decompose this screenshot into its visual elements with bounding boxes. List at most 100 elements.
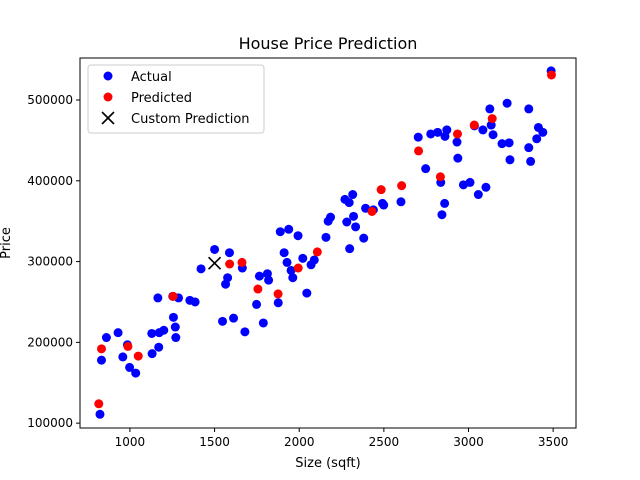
predicted-point [376,185,386,195]
actual-point [168,312,178,322]
x-marker-stroke [208,256,222,270]
y-tick-label: 500000 [27,93,73,107]
actual-point [396,197,406,207]
y-axis-ticks: 100000 200000 300000 400000 500000 [27,93,80,430]
custom-prediction-point [208,256,222,270]
actual-point [210,244,220,254]
actual-point [524,143,534,153]
legend-marker-actual [103,71,113,81]
x-axis-label: Size (sqft) [295,456,360,471]
actual-point [223,273,233,283]
predicted-point [487,114,497,124]
actual-point [252,299,262,309]
predicted-point [414,146,424,156]
actual-point [224,248,234,258]
actual-point [349,211,359,221]
actual-point [309,255,319,265]
legend-markers [101,71,115,125]
actual-point [453,153,463,163]
predicted-point [312,247,322,257]
actual-point [442,125,452,135]
actual-point [147,349,157,359]
actual-point [118,352,128,362]
predicted-point [469,120,479,130]
y-tick-label: 300000 [27,255,73,269]
x-tick-label: 2000 [284,435,315,449]
predicted-point [546,70,556,80]
actual-point [440,198,450,208]
actual-point [452,137,462,147]
actual-point [218,316,228,326]
predicted-point [225,259,235,269]
actual-point [344,198,354,208]
x-tick-label: 1000 [115,435,146,449]
legend-label-predicted: Predicted [131,91,192,106]
predicted-point [168,291,178,301]
actual-point [345,244,355,254]
actual-point [171,333,181,343]
actual-point [279,248,289,258]
actual-point [286,265,296,275]
x-tick-label: 2500 [369,435,400,449]
chart-title: House Price Prediction [239,34,418,53]
predicted-point [435,172,445,182]
legend: Actual Predicted Custom Prediction [87,64,265,134]
actual-point [153,293,163,303]
actual-point [538,127,548,137]
actual-point [95,409,105,419]
actual-point [264,275,274,285]
actual-point [505,155,515,165]
actual-point [101,333,111,343]
x-tick-label: 3000 [453,435,484,449]
actual-point [293,231,303,241]
actual-point [502,98,512,108]
actual-point [229,313,239,323]
x-tick-label: 1500 [199,435,230,449]
actual-point [532,134,542,144]
actual-point [348,190,358,200]
actual-point [147,328,157,338]
actual-point [96,355,106,365]
actual-point [359,233,369,243]
legend-box [87,64,265,134]
predicted-point [123,341,133,351]
y-axis-label: Price [0,227,14,259]
actual-point [125,362,135,372]
actual-point [504,138,514,148]
actual-point [342,217,352,227]
actual-point [170,322,180,332]
actual-point [154,342,164,352]
actual-point [282,257,292,267]
actual-point [421,164,431,174]
legend-label-custom-prediction: Custom Prediction [131,112,250,127]
actual-point [258,318,268,328]
actual-point [326,212,336,222]
actual-point [321,232,331,242]
predicted-point [253,284,263,294]
legend-marker-predicted [103,92,113,102]
actual-point [275,227,285,237]
predicted-point [96,344,106,354]
data-points [94,66,556,419]
actual-point [240,327,250,337]
predicted-point [293,263,303,273]
x-tick-label: 3500 [538,435,569,449]
actual-point [437,210,447,220]
legend-label-actual: Actual [131,70,172,85]
predicted-point [367,206,377,216]
actual-point [159,325,169,335]
actual-point [273,298,283,308]
legend-marker-custom-prediction [101,111,115,125]
y-tick-label: 400000 [27,174,73,188]
actual-point [488,130,498,140]
actual-point [473,190,483,200]
predicted-point [133,351,143,361]
predicted-point [453,129,463,139]
actual-point [351,222,361,232]
actual-point [302,288,312,298]
actual-point [526,156,536,166]
actual-point [433,127,443,137]
predicted-point [397,181,407,191]
actual-point [524,104,534,114]
